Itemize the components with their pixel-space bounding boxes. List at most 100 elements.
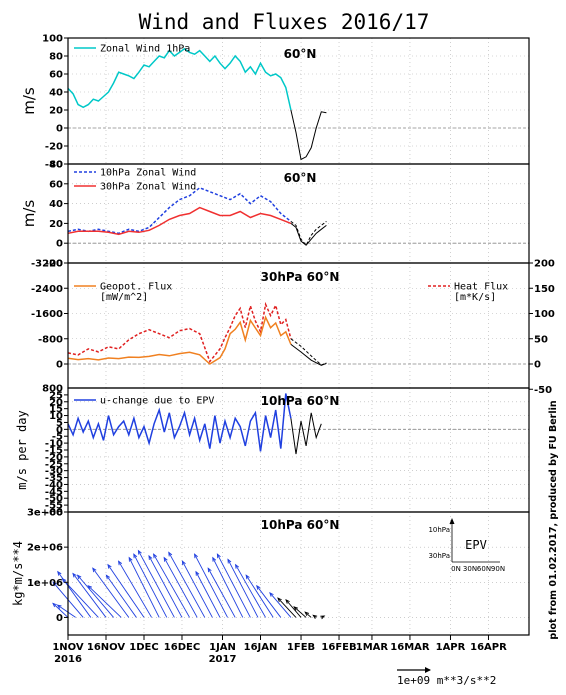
vector-arrowhead — [52, 602, 57, 608]
y-tick-label-right: 50 — [534, 334, 548, 345]
y-tick-label: -3200 — [31, 259, 63, 270]
panel-fluxes: Geopot. Flux[mW/m^2] Heat Flux[m*K/s] 30hP… — [31, 259, 555, 396]
y-tick-label: 15 — [49, 404, 63, 415]
y-tick-label: -1600 — [31, 309, 63, 320]
series-line-10hpa — [67, 186, 292, 235]
y-tick-label: 20 — [49, 397, 63, 408]
vector-arrow — [285, 599, 302, 618]
vector-arrow — [87, 585, 122, 618]
y-tick-label-right: 200 — [534, 259, 555, 270]
vector-arrowhead — [269, 591, 274, 597]
vector-arrowhead — [56, 604, 62, 609]
vector-arrowhead — [148, 554, 153, 560]
epv-legend-ylabel-30hpa: 30hPa — [428, 552, 450, 560]
vector-arrowhead — [163, 556, 168, 562]
vector-arrow — [227, 559, 259, 618]
y-tick-label: -15 — [45, 446, 63, 457]
legend-10hpa-label: 10hPa Zonal Wind — [100, 168, 196, 179]
y-tick-label: -30 — [45, 466, 63, 477]
panel-label: 60°N — [284, 171, 317, 185]
vector-arrow — [92, 567, 130, 618]
vector-arrowhead — [212, 556, 217, 562]
vector-arrowhead — [256, 584, 261, 590]
vector-arrowhead — [216, 553, 221, 559]
vector-arrowhead — [87, 585, 93, 590]
y-tick-label: 10 — [49, 411, 63, 422]
vector-arrowhead — [118, 560, 123, 566]
vector-arrowhead — [168, 551, 173, 557]
vector-arrowhead — [195, 570, 200, 576]
y-tick-label: -5 — [52, 432, 63, 443]
y-tick-label: 100 — [42, 34, 63, 45]
y-tick-label: -35 — [45, 473, 63, 484]
vector-arrow — [212, 557, 244, 618]
y-tick-label: 3e+06 — [27, 508, 63, 519]
epv-legend-xlabel-30n: 30N — [463, 565, 477, 573]
vector-arrowhead — [61, 577, 67, 583]
panel-label: 60°N — [284, 47, 317, 61]
series-line-heat-flux-forecast — [290, 338, 327, 366]
scale-arrow-label: 1e+09 m**3/s**2 — [397, 674, 496, 687]
y-tick-label: -10 — [45, 439, 63, 450]
y-tick-label: 0 — [56, 239, 63, 250]
vector-arrowhead — [293, 606, 299, 611]
x-tick-label: 1MAR — [356, 642, 389, 653]
x-year-label: 2016 — [54, 654, 82, 665]
vector-arrowhead — [52, 581, 57, 587]
x-year-label: 2017 — [209, 654, 237, 665]
vector-arrow — [216, 553, 251, 618]
series-line-geopot-flux-forecast — [290, 344, 327, 366]
vector-arrowhead — [133, 553, 138, 559]
y-tick-label: 80 — [49, 160, 63, 171]
y-tick-label: -60 — [45, 508, 63, 519]
epv-legend: 10hPa 30hPa EPV 0N 30N 60N 90N — [428, 518, 505, 573]
y-tick-label: 40 — [49, 199, 63, 210]
vector-arrowhead — [312, 614, 318, 619]
credit-text: plot from 01.02.2017, produced by FU Ber… — [548, 400, 559, 639]
epv-legend-ylabel-10hpa: 10hPa — [428, 526, 450, 534]
y-tick-label: -55 — [45, 501, 63, 512]
vector-arrow — [106, 574, 137, 618]
x-tick-label: 16MAR — [390, 642, 430, 653]
panel-label: 10hPa 60°N — [261, 394, 340, 408]
x-tick-label: 16JAN — [244, 642, 278, 653]
y-axis-label: m/s — [20, 87, 38, 115]
vector-arrow — [269, 592, 292, 618]
vector-arrowhead — [227, 558, 232, 564]
x-tick-label: 1DEC — [129, 642, 158, 653]
vector-arrow — [153, 553, 190, 618]
y-tick-label: 0 — [56, 613, 63, 624]
y-tick-label: -800 — [38, 334, 63, 345]
epv-legend-xlabel-90n: 90N — [491, 565, 505, 573]
vector-arrowhead — [304, 611, 310, 616]
vector-arrow — [148, 555, 183, 618]
series-line-30hpa — [67, 206, 292, 236]
series-line-zonal-wind-1hpa — [67, 47, 292, 111]
panels: Zonal Wind 1hPa 60°N100806040200-20-40m/s… — [11, 34, 555, 636]
y-tick-label: 2e+06 — [27, 543, 63, 554]
x-tick-label: 1APR — [436, 642, 466, 653]
vector-arrow — [207, 568, 236, 618]
x-tick-label: 16APR — [470, 642, 507, 653]
vector-arrow — [256, 585, 282, 618]
legend-30hpa-label: 30hPa Zonal Wind — [100, 182, 196, 193]
vector-arrow — [133, 553, 168, 618]
legend-heat-flux-unit: [m*K/s] — [454, 292, 496, 303]
panel-zonal-wind-10-30hpa: 10hPa Zonal Wind 30hPa Zonal Wind 60°N 80 60… — [20, 160, 530, 270]
panel-zonal-wind-1hpa: Zonal Wind 1hPa 60°N 100 80 60 40 20 0 -20 -40 m/s — [20, 34, 530, 171]
y-tick-label-right: 100 — [534, 309, 555, 320]
series-line-u-change-forecast — [290, 412, 322, 455]
vector-arrow — [57, 604, 76, 618]
vector-arrowhead — [194, 553, 198, 559]
y-axis-label: m/s — [20, 200, 38, 228]
legend-u-change-label: u-change due to EPV — [100, 396, 214, 407]
y-tick-label: 0 — [56, 360, 63, 371]
y-tick-label: 5 — [56, 418, 63, 429]
vector-arrowhead — [277, 597, 282, 603]
y-tick-label: 60 — [49, 70, 63, 81]
y-axis-label: m/s per day — [15, 410, 29, 489]
vector-arrowhead — [128, 556, 133, 562]
series-line-u-change — [67, 393, 292, 452]
y-tick-label: 60 — [49, 179, 63, 190]
vector-arrowhead — [234, 563, 240, 569]
